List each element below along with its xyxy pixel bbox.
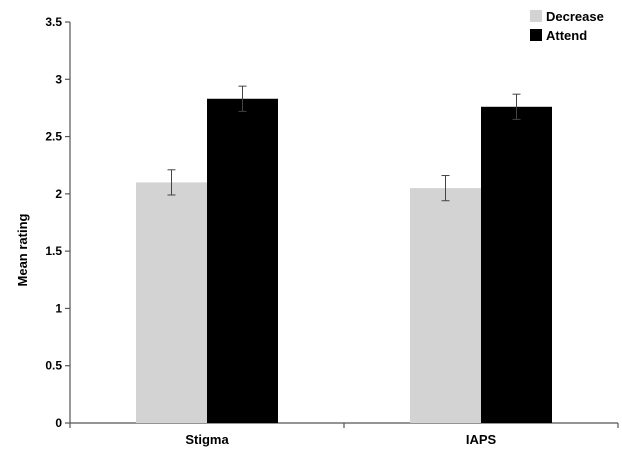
bar-decrease-iaps <box>410 188 481 423</box>
y-tick-label: 2 <box>55 187 62 201</box>
bar-attend-stigma <box>207 98 278 424</box>
legend-label-decrease: Decrease <box>546 9 604 24</box>
y-tick-label: 2.5 <box>45 130 62 144</box>
plot-area: 0 0.5 1 1.5 2 2.5 3 3.5 Stigma IAPS <box>45 15 619 447</box>
x-category-label: IAPS <box>466 432 497 447</box>
bar-attend-iaps <box>481 106 552 423</box>
y-tick-label: 1 <box>55 301 62 315</box>
x-category-label: Stigma <box>185 432 229 447</box>
legend-swatch-attend <box>530 29 542 41</box>
legend-swatch-decrease <box>530 10 542 22</box>
legend: Decrease Attend <box>530 9 604 43</box>
y-tick-label: 0 <box>55 416 62 430</box>
bar-decrease-stigma <box>136 182 207 423</box>
y-tick-label: 3 <box>55 72 62 86</box>
y-tick-label: 3.5 <box>45 15 62 29</box>
legend-label-attend: Attend <box>546 28 587 43</box>
y-axis-label: Mean rating <box>15 213 30 286</box>
y-tick-label: 0.5 <box>45 359 62 373</box>
y-tick-label: 1.5 <box>45 244 62 258</box>
